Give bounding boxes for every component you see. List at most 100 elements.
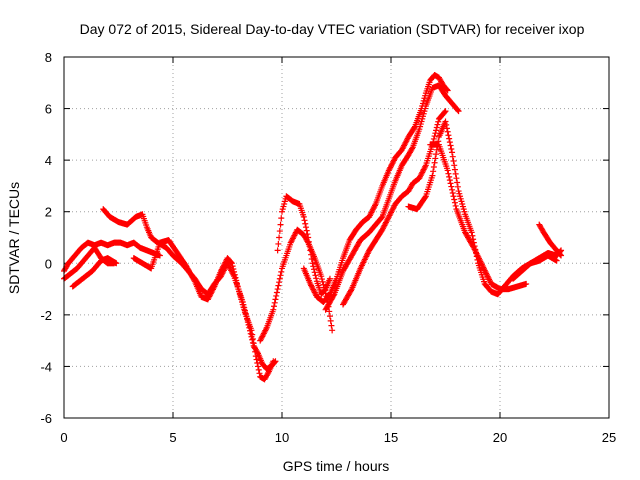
data-point: [271, 299, 278, 306]
data-point: [326, 308, 333, 315]
data-point: [433, 146, 440, 153]
data-point: [329, 327, 336, 334]
data-point: [434, 121, 441, 128]
data-series-arc-6: [257, 226, 336, 344]
y-tick-label: -2: [40, 308, 52, 323]
data-point: [249, 331, 256, 338]
data-point: [229, 263, 236, 270]
data-series-arc-12: [427, 141, 530, 293]
data-point: [270, 306, 277, 313]
data-point: [446, 173, 453, 180]
data-point: [311, 269, 318, 276]
data-point: [445, 170, 452, 177]
data-point: [273, 292, 280, 299]
data-point: [451, 196, 458, 203]
data-point: [447, 180, 454, 187]
data-point: [310, 263, 317, 270]
data-point: [300, 213, 307, 220]
data-point: [327, 317, 334, 324]
data-point: [422, 194, 429, 201]
plot-frame: [63, 56, 610, 419]
data-point: [411, 124, 418, 131]
data-point: [523, 280, 530, 287]
data-point: [448, 145, 455, 152]
data-point: [447, 142, 454, 149]
data-point: [435, 118, 442, 125]
data-point: [276, 275, 283, 282]
data-point: [251, 344, 258, 351]
data-point: [276, 228, 283, 235]
data-point: [275, 240, 282, 247]
data-point: [444, 128, 451, 135]
data-point: [442, 118, 449, 125]
data-point: [449, 153, 456, 160]
data-point: [433, 124, 440, 131]
data-series-arc-9: [322, 82, 462, 313]
data-point: [454, 107, 461, 114]
data-point: [430, 164, 437, 171]
data-point: [278, 215, 285, 222]
data-point: [452, 202, 459, 209]
data-point: [248, 327, 255, 334]
data-point: [446, 177, 453, 184]
data-point: [306, 243, 313, 250]
data-point: [233, 277, 240, 284]
data-point: [191, 277, 198, 284]
data-point: [312, 272, 319, 279]
data-series-arc-3: [69, 255, 120, 290]
data-point: [308, 251, 315, 258]
data-point: [442, 108, 449, 115]
y-tick-label: 4: [45, 153, 52, 168]
data-point: [228, 259, 235, 266]
data-point: [449, 190, 456, 197]
grid-layer: [64, 57, 609, 418]
data-point: [231, 268, 238, 275]
data-point: [557, 251, 564, 258]
data-point: [255, 363, 262, 370]
x-axis-label: GPS time / hours: [283, 458, 390, 474]
data-point: [275, 282, 282, 289]
data-point: [450, 193, 457, 200]
data-point: [446, 135, 453, 142]
data-point: [319, 278, 326, 285]
y-tick-label: 0: [45, 256, 52, 271]
data-point: [272, 296, 279, 303]
y-tick-label: 2: [45, 205, 52, 220]
data-point: [431, 133, 438, 140]
data-point: [302, 220, 309, 227]
data-point: [451, 162, 458, 169]
data-point: [328, 322, 335, 329]
data-point: [278, 268, 285, 275]
data-point: [432, 130, 439, 137]
data-point: [318, 273, 325, 280]
data-point: [233, 280, 240, 287]
data-series-arc-14: [510, 252, 560, 282]
data-point: [309, 260, 316, 267]
data-point: [445, 132, 452, 139]
data-point: [432, 155, 439, 162]
data-point: [441, 109, 448, 116]
data-point: [451, 166, 458, 173]
data-point: [430, 135, 437, 142]
data-point: [553, 257, 560, 264]
data-point: [277, 272, 284, 279]
data-point: [247, 330, 254, 337]
x-tick-label: 20: [493, 430, 507, 445]
data-point: [453, 175, 460, 182]
data-point: [271, 303, 278, 310]
data-point: [469, 232, 476, 239]
data-point: [455, 108, 462, 115]
data-series-arc-13: [536, 221, 565, 259]
data-point: [443, 86, 450, 93]
data-point: [305, 238, 312, 245]
data-point: [318, 276, 325, 283]
x-tick-label: 5: [169, 430, 176, 445]
chart-title: Day 072 of 2015, Sidereal Day-to-day VTE…: [80, 21, 585, 37]
data-point: [310, 266, 317, 273]
data-point: [313, 275, 320, 282]
x-tick-label: 10: [275, 430, 289, 445]
data-point: [228, 260, 235, 267]
data-point: [252, 353, 259, 360]
data-point: [265, 369, 272, 376]
